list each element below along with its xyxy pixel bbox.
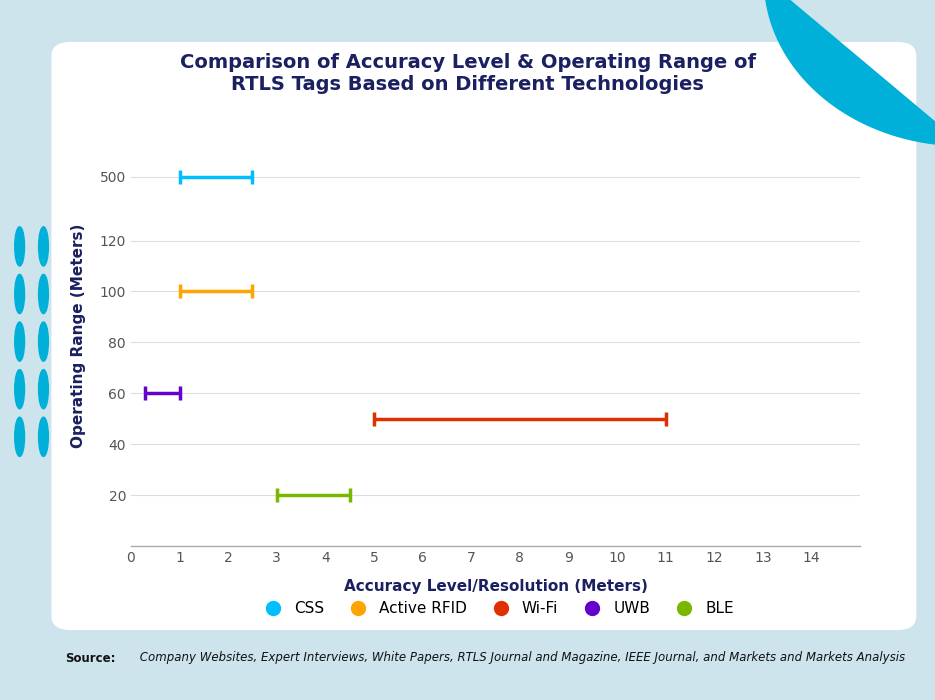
Circle shape bbox=[38, 322, 49, 361]
Circle shape bbox=[15, 274, 24, 314]
X-axis label: Accuracy Level/Resolution (Meters): Accuracy Level/Resolution (Meters) bbox=[344, 579, 648, 594]
Circle shape bbox=[880, 412, 890, 451]
Y-axis label: Operating Range (Meters): Operating Range (Meters) bbox=[71, 224, 86, 448]
Circle shape bbox=[856, 412, 866, 451]
Circle shape bbox=[856, 364, 866, 403]
Circle shape bbox=[880, 459, 890, 498]
Circle shape bbox=[15, 370, 24, 409]
Circle shape bbox=[880, 364, 890, 403]
Text: Source:: Source: bbox=[65, 652, 116, 664]
Polygon shape bbox=[765, 0, 935, 146]
Circle shape bbox=[38, 370, 49, 409]
Text: Comparison of Accuracy Level & Operating Range of
RTLS Tags Based on Different T: Comparison of Accuracy Level & Operating… bbox=[180, 53, 755, 94]
Circle shape bbox=[15, 227, 24, 266]
Legend: CSS, Active RFID, Wi-Fi, UWB, BLE: CSS, Active RFID, Wi-Fi, UWB, BLE bbox=[252, 595, 740, 622]
Circle shape bbox=[856, 316, 866, 356]
Circle shape bbox=[38, 227, 49, 266]
Circle shape bbox=[15, 322, 24, 361]
Circle shape bbox=[880, 316, 890, 356]
Circle shape bbox=[38, 417, 49, 456]
Circle shape bbox=[856, 459, 866, 498]
Circle shape bbox=[856, 269, 866, 308]
Circle shape bbox=[15, 417, 24, 456]
Circle shape bbox=[38, 274, 49, 314]
Text: Company Websites, Expert Interviews, White Papers, RTLS Journal and Magazine, IE: Company Websites, Expert Interviews, Whi… bbox=[136, 652, 905, 664]
Circle shape bbox=[880, 269, 890, 308]
